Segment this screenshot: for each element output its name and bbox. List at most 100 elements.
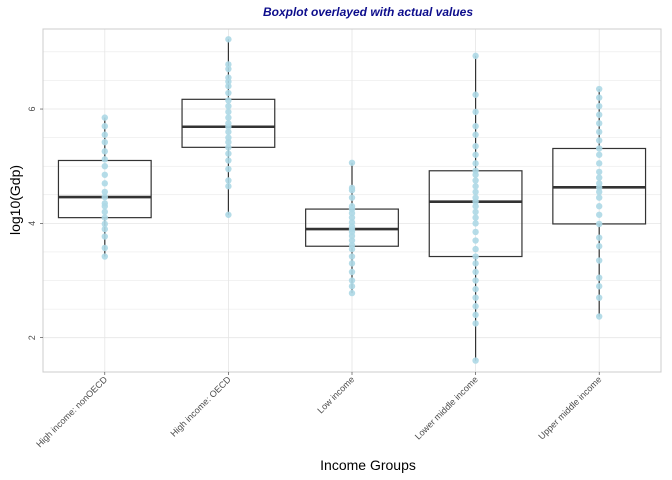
data-point <box>472 188 479 196</box>
x-tick-label: Low income <box>315 374 356 415</box>
data-point <box>348 289 356 297</box>
data-point <box>472 253 479 260</box>
data-point <box>596 85 603 93</box>
data-point <box>472 108 479 116</box>
data-point <box>101 180 109 187</box>
data-point <box>596 160 603 167</box>
y-tick-label: 6 <box>27 107 37 112</box>
data-point <box>472 131 479 138</box>
data-points <box>101 36 603 364</box>
data-point <box>472 294 479 301</box>
data-point <box>348 283 356 290</box>
data-point <box>101 122 109 130</box>
x-axis-ticks: High income: nonOECD High income: OECD Low… <box>34 372 604 449</box>
data-point <box>101 214 109 221</box>
data-point <box>472 214 479 221</box>
data-point <box>101 200 109 207</box>
data-point <box>472 228 479 236</box>
y-axis-title: log10(Gdp) <box>7 165 23 235</box>
data-point <box>225 120 232 127</box>
data-point <box>472 122 479 130</box>
data-point <box>596 94 603 101</box>
data-point <box>596 211 603 218</box>
y-tick-label: 4 <box>27 221 37 226</box>
data-point <box>348 214 356 221</box>
data-point <box>225 65 232 73</box>
data-point <box>225 108 232 116</box>
data-point <box>596 145 603 152</box>
data-point <box>348 268 356 276</box>
data-point <box>225 74 232 81</box>
data-point <box>225 157 232 164</box>
data-point <box>348 219 356 226</box>
data-point <box>472 194 479 201</box>
data-point <box>472 203 479 210</box>
data-point <box>596 257 603 264</box>
data-point <box>596 151 603 158</box>
x-axis-title: Income Groups <box>320 457 416 473</box>
data-point <box>225 150 232 157</box>
data-point <box>101 163 109 170</box>
data-point <box>472 320 479 327</box>
data-point <box>225 61 232 68</box>
data-point <box>348 237 356 244</box>
data-point <box>348 253 356 260</box>
data-point <box>472 183 479 190</box>
data-point <box>472 303 479 310</box>
data-point <box>101 131 109 138</box>
data-point <box>596 102 603 110</box>
data-point <box>472 91 479 98</box>
data-point <box>472 285 479 293</box>
data-point <box>596 111 603 118</box>
data-point <box>596 120 603 127</box>
data-point <box>472 311 479 319</box>
data-point <box>101 233 109 240</box>
data-point <box>101 171 109 178</box>
y-tick-label: 2 <box>27 335 37 340</box>
data-point <box>472 357 479 364</box>
data-point <box>225 82 232 90</box>
data-point <box>596 188 603 196</box>
data-point <box>225 138 232 146</box>
data-point <box>596 243 603 250</box>
data-point <box>596 313 603 320</box>
data-point <box>348 159 356 166</box>
data-point <box>101 193 109 201</box>
data-point <box>472 245 479 253</box>
data-point <box>225 177 232 184</box>
data-point <box>596 283 603 290</box>
data-point <box>596 128 603 136</box>
data-point <box>472 237 479 244</box>
data-point <box>472 277 479 284</box>
x-tick-label: Upper middle income <box>536 374 603 441</box>
data-point <box>101 148 109 155</box>
data-point <box>472 167 479 174</box>
chart-title: Boxplot overlayed with actual values <box>263 5 473 19</box>
data-point <box>596 274 603 281</box>
data-point <box>348 194 356 201</box>
data-point <box>225 144 232 151</box>
data-point <box>101 156 109 163</box>
data-point <box>101 138 109 146</box>
data-point <box>472 160 479 167</box>
data-point <box>225 128 232 136</box>
data-point <box>101 244 109 252</box>
data-point <box>596 180 603 187</box>
x-tick-label: High income: nonOECD <box>34 374 109 449</box>
data-point <box>596 294 603 301</box>
data-point <box>472 177 479 184</box>
data-point <box>225 134 232 141</box>
data-point <box>101 225 109 233</box>
data-point <box>348 203 356 210</box>
data-point <box>225 97 232 104</box>
data-point <box>472 268 479 276</box>
data-point <box>101 188 109 196</box>
data-point <box>472 260 479 267</box>
data-point <box>101 220 109 228</box>
y-axis-ticks: 2 4 6 <box>27 107 43 340</box>
data-point <box>225 211 232 218</box>
data-point <box>596 194 603 201</box>
x-tick-label: Lower middle income <box>413 374 480 441</box>
data-point <box>225 165 232 173</box>
